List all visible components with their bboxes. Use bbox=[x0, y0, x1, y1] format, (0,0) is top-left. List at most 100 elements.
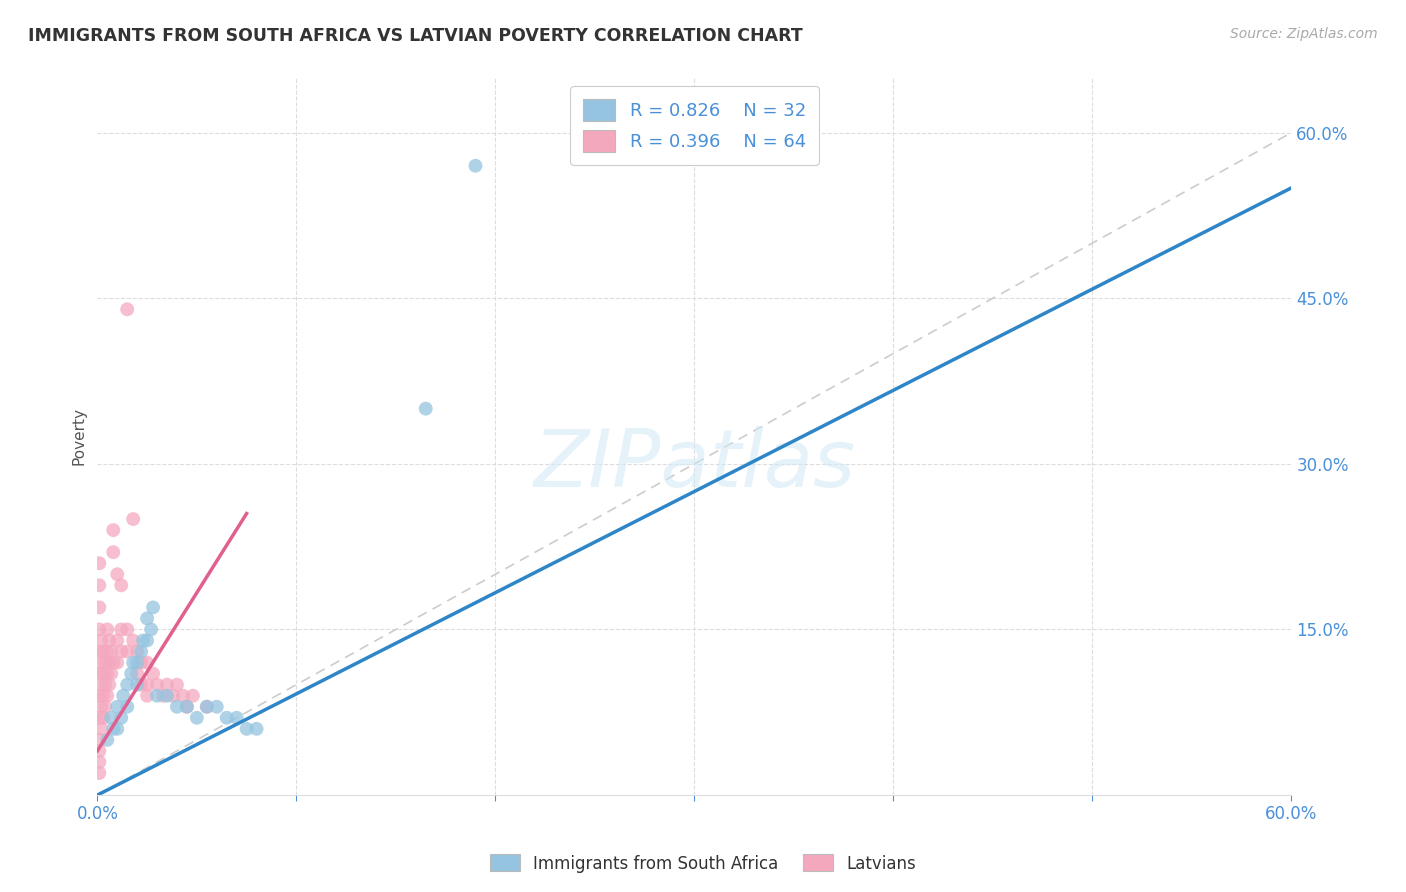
Point bbox=[94, 656, 117, 670]
Point bbox=[90, 656, 112, 670]
Point bbox=[89, 644, 111, 658]
Point bbox=[156, 678, 179, 692]
Point bbox=[103, 545, 125, 559]
Point bbox=[110, 623, 132, 637]
Point bbox=[132, 633, 155, 648]
Point bbox=[162, 689, 184, 703]
Point bbox=[105, 699, 128, 714]
Point bbox=[89, 578, 111, 592]
Point bbox=[105, 656, 128, 670]
Point bbox=[205, 699, 228, 714]
Point bbox=[89, 689, 111, 703]
Point bbox=[91, 666, 114, 681]
Point bbox=[89, 666, 111, 681]
Point bbox=[152, 689, 174, 703]
Point bbox=[115, 678, 138, 692]
Point bbox=[142, 666, 165, 681]
Point bbox=[139, 623, 162, 637]
Text: IMMIGRANTS FROM SOUTH AFRICA VS LATVIAN POVERTY CORRELATION CHART: IMMIGRANTS FROM SOUTH AFRICA VS LATVIAN … bbox=[28, 27, 803, 45]
Point bbox=[96, 666, 118, 681]
Point bbox=[245, 722, 267, 736]
Point bbox=[122, 633, 145, 648]
Point bbox=[89, 600, 111, 615]
Point bbox=[115, 644, 138, 658]
Text: Source: ZipAtlas.com: Source: ZipAtlas.com bbox=[1230, 27, 1378, 41]
Point bbox=[100, 644, 122, 658]
Point bbox=[115, 302, 138, 317]
Point bbox=[181, 689, 204, 703]
Point bbox=[415, 401, 437, 416]
Point bbox=[122, 512, 145, 526]
Point bbox=[115, 699, 138, 714]
Point bbox=[100, 711, 122, 725]
Point bbox=[127, 656, 149, 670]
Point bbox=[89, 556, 111, 570]
Point bbox=[129, 678, 152, 692]
Point bbox=[166, 678, 188, 692]
Point bbox=[176, 699, 198, 714]
Point bbox=[96, 689, 118, 703]
Point bbox=[122, 656, 145, 670]
Point bbox=[156, 689, 179, 703]
Point bbox=[136, 633, 159, 648]
Point bbox=[98, 678, 121, 692]
Point bbox=[89, 744, 111, 758]
Point bbox=[100, 666, 122, 681]
Point bbox=[96, 732, 118, 747]
Point bbox=[91, 711, 114, 725]
Point bbox=[103, 722, 125, 736]
Point bbox=[129, 656, 152, 670]
Point bbox=[96, 644, 118, 658]
Point bbox=[110, 644, 132, 658]
Point bbox=[105, 722, 128, 736]
Point bbox=[120, 666, 142, 681]
Point bbox=[127, 666, 149, 681]
Point bbox=[136, 611, 159, 625]
Point bbox=[127, 678, 149, 692]
Point bbox=[235, 722, 257, 736]
Point bbox=[91, 644, 114, 658]
Point bbox=[103, 523, 125, 537]
Point bbox=[176, 699, 198, 714]
Point bbox=[112, 689, 135, 703]
Point bbox=[110, 711, 132, 725]
Legend: Immigrants from South Africa, Latvians: Immigrants from South Africa, Latvians bbox=[484, 847, 922, 880]
Point bbox=[90, 722, 112, 736]
Point bbox=[98, 656, 121, 670]
Legend: R = 0.826    N = 32, R = 0.396    N = 64: R = 0.826 N = 32, R = 0.396 N = 64 bbox=[571, 87, 818, 165]
Y-axis label: Poverty: Poverty bbox=[72, 408, 86, 466]
Point bbox=[146, 678, 169, 692]
Point bbox=[166, 699, 188, 714]
Text: ZIPatlas: ZIPatlas bbox=[533, 426, 855, 504]
Point bbox=[127, 644, 149, 658]
Point bbox=[110, 578, 132, 592]
Point bbox=[89, 766, 111, 780]
Point bbox=[136, 689, 159, 703]
Point bbox=[195, 699, 218, 714]
Point bbox=[103, 656, 125, 670]
Point bbox=[172, 689, 194, 703]
Point bbox=[90, 699, 112, 714]
Point bbox=[215, 711, 238, 725]
Point bbox=[142, 600, 165, 615]
Point bbox=[89, 623, 111, 637]
Point bbox=[90, 678, 112, 692]
Point bbox=[96, 623, 118, 637]
Point bbox=[186, 711, 208, 725]
Point bbox=[90, 633, 112, 648]
Point bbox=[89, 732, 111, 747]
Point bbox=[94, 678, 117, 692]
Point bbox=[225, 711, 247, 725]
Point bbox=[91, 689, 114, 703]
Point bbox=[136, 656, 159, 670]
Point bbox=[105, 567, 128, 582]
Point bbox=[464, 159, 486, 173]
Point bbox=[195, 699, 218, 714]
Point bbox=[129, 644, 152, 658]
Point bbox=[115, 623, 138, 637]
Point bbox=[98, 633, 121, 648]
Point bbox=[89, 755, 111, 769]
Point bbox=[146, 689, 169, 703]
Point bbox=[94, 699, 117, 714]
Point bbox=[136, 678, 159, 692]
